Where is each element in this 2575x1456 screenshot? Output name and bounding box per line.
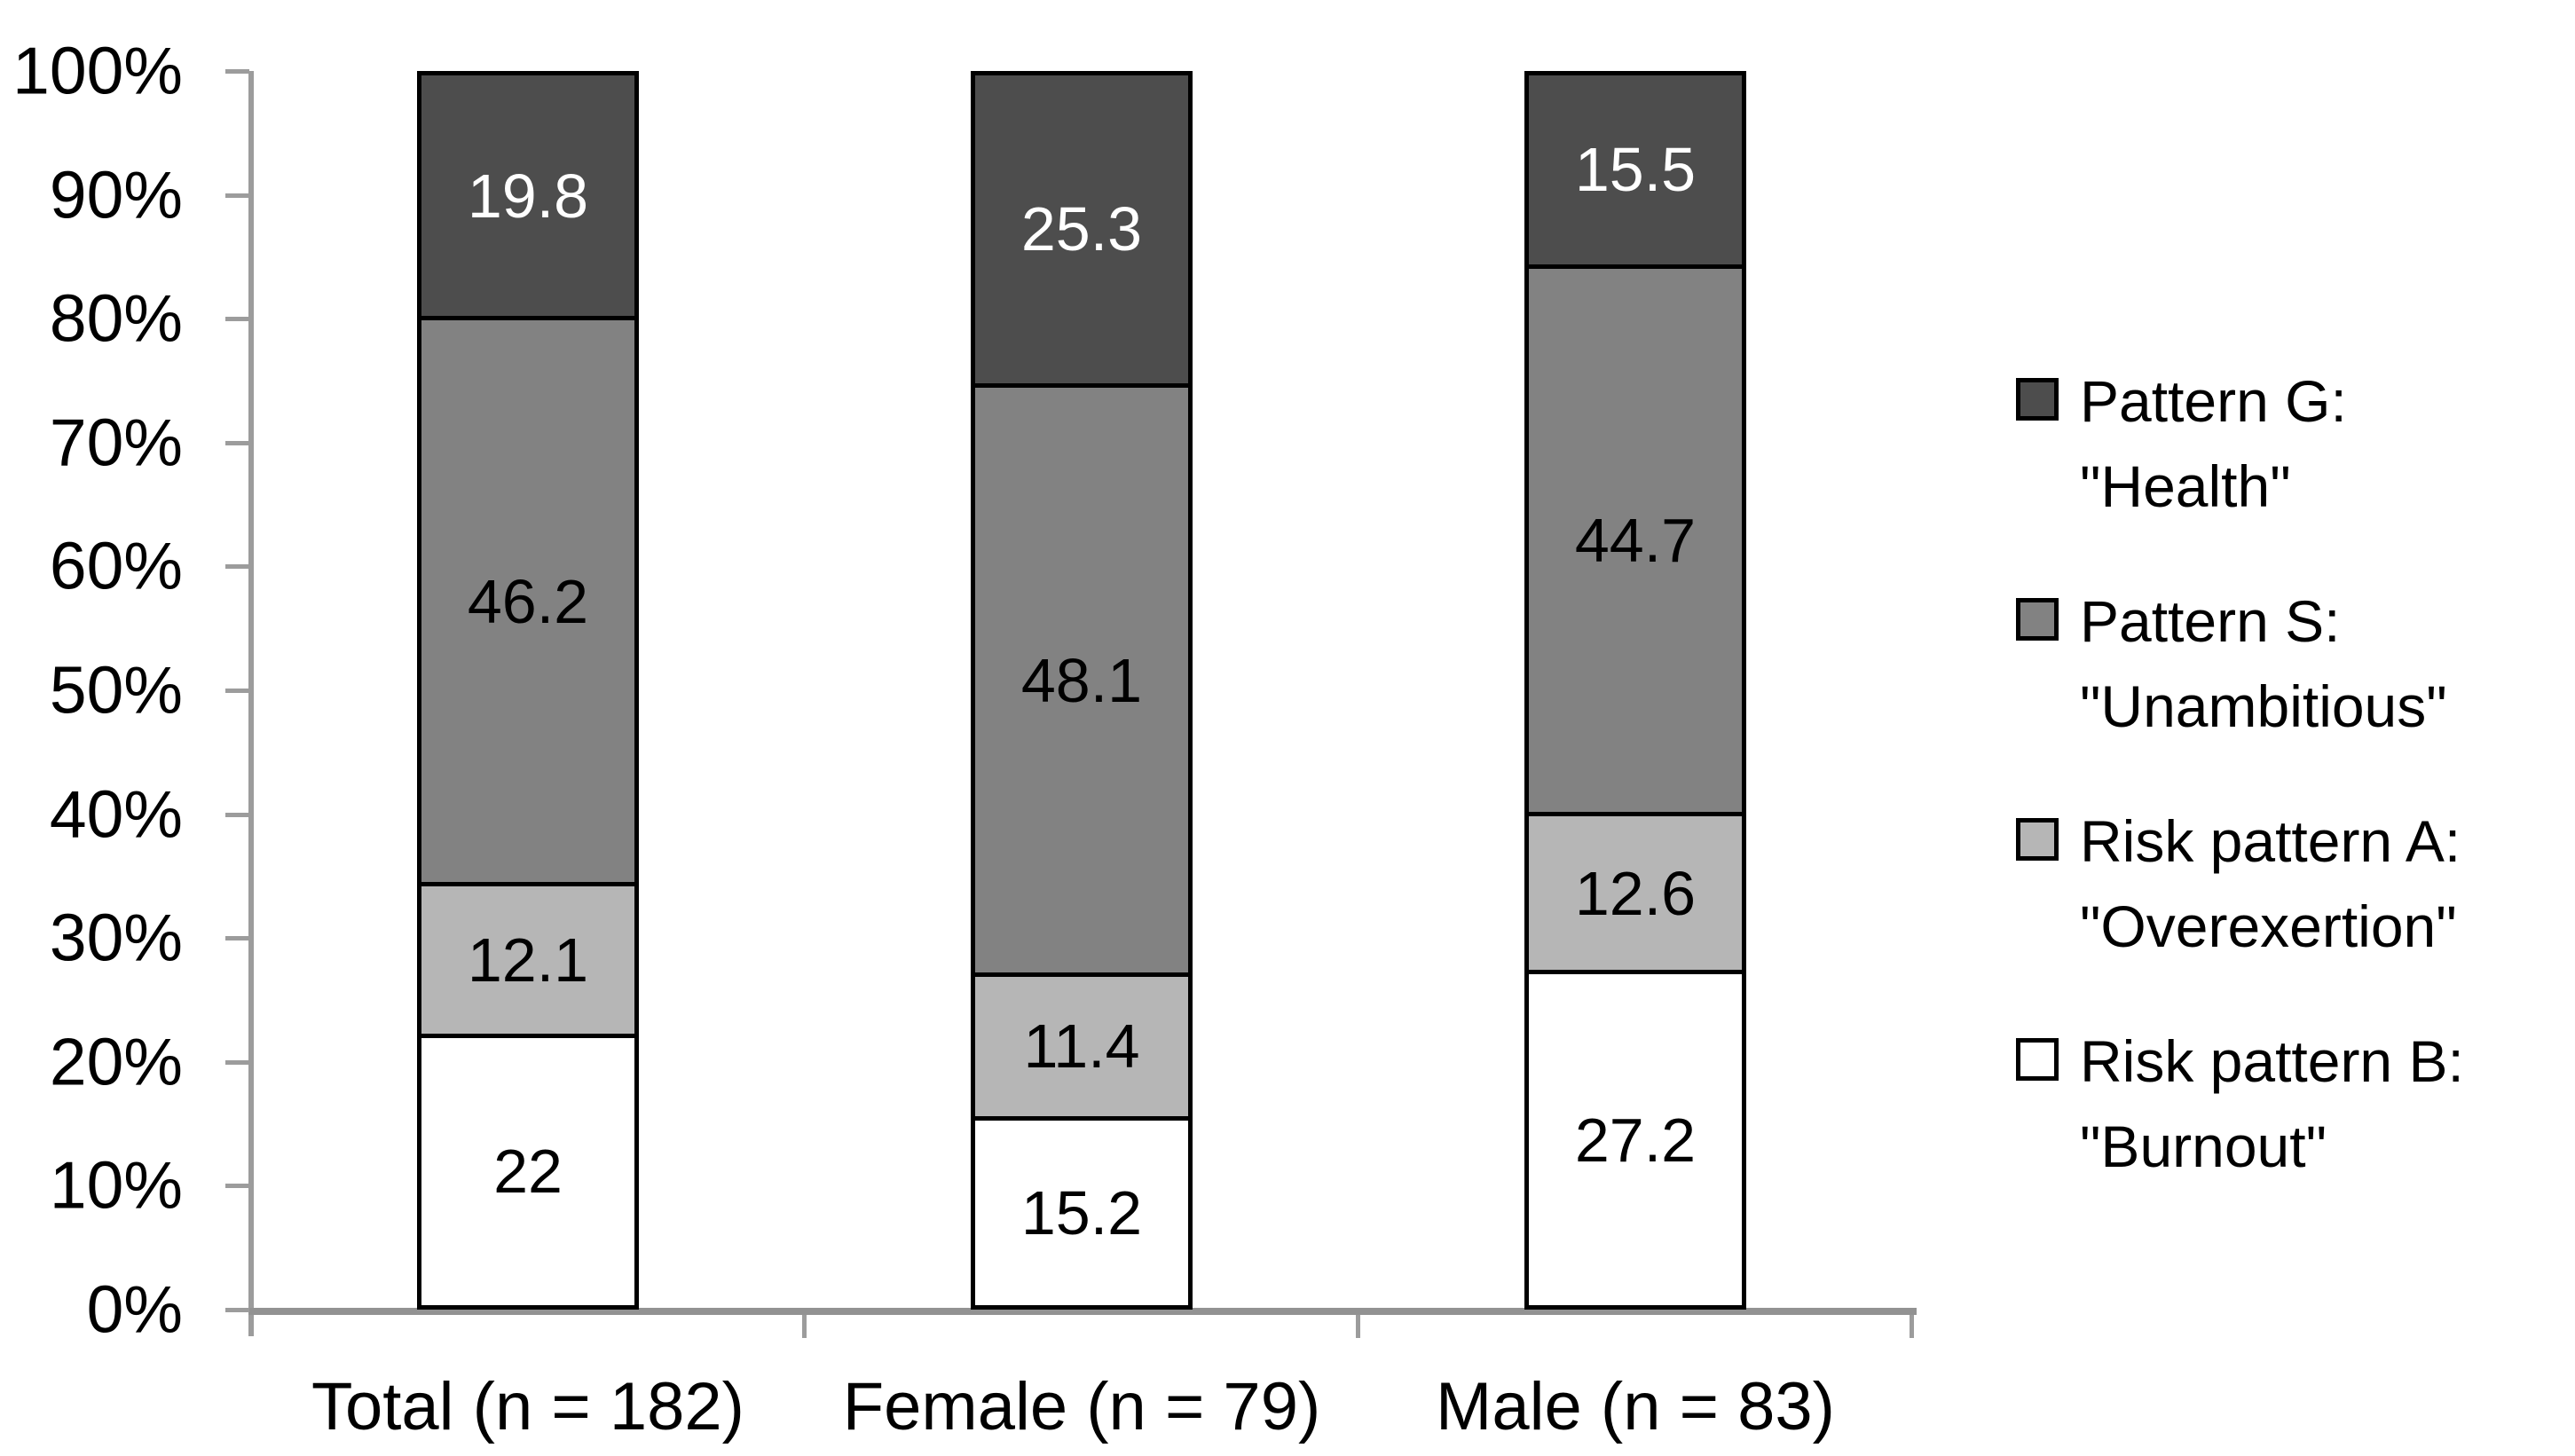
legend-swatch-pattern-s <box>2016 598 2059 641</box>
x-axis-label-female: Female (n = 79) <box>842 1369 1321 1444</box>
legend-swatch-risk-pattern-b <box>2016 1038 2059 1081</box>
y-axis-label: 0% <box>86 1271 183 1347</box>
bar-segment-health: 19.8 <box>421 75 634 317</box>
bar-segment-burnout: 22 <box>421 1033 634 1305</box>
bar-segment-burnout: 27.2 <box>1529 970 1742 1305</box>
bar-segment-health: 15.5 <box>1529 75 1742 264</box>
x-axis-label-male: Male (n = 83) <box>1436 1369 1835 1444</box>
x-axis-tick-mark <box>1910 1315 1914 1338</box>
bar-segment-health: 25.3 <box>975 75 1188 383</box>
y-axis-label: 80% <box>49 280 183 356</box>
y-axis-label: 40% <box>49 776 183 852</box>
y-axis-tick-mark <box>225 1308 249 1312</box>
legend-label-line1: Risk pattern B: <box>2080 1028 2464 1094</box>
y-axis-tick-mark <box>225 317 249 322</box>
y-axis-tick-mark <box>225 812 249 817</box>
legend-swatch-pattern-g <box>2016 378 2059 421</box>
x-axis-line <box>248 1308 1917 1315</box>
y-axis-tick-mark <box>225 193 249 198</box>
y-axis-tick-mark <box>225 936 249 941</box>
y-axis-label: 100% <box>12 33 183 108</box>
legend: Pattern G: "Health" Pattern S: "Unambiti… <box>2016 358 2464 1189</box>
legend-label-line2: "Unambitious" <box>2080 673 2447 739</box>
y-axis-label: 60% <box>49 528 183 603</box>
legend-swatch-risk-pattern-a <box>2016 818 2059 861</box>
legend-label-line2: "Overexertion" <box>2080 893 2457 959</box>
legend-label-line2: "Burnout" <box>2080 1114 2327 1179</box>
x-axis-label-total: Total (n = 182) <box>311 1369 744 1444</box>
y-axis-line <box>248 71 254 1336</box>
y-axis-label: 50% <box>49 652 183 728</box>
y-axis-label: 90% <box>49 157 183 232</box>
y-axis-tick-mark <box>225 689 249 693</box>
bar-segment-unambitious: 44.7 <box>1529 264 1742 813</box>
bar-segment-unambitious: 46.2 <box>421 316 634 882</box>
bar-female: 25.3 48.1 11.4 15.2 <box>971 71 1193 1310</box>
bar-segment-burnout: 15.2 <box>975 1115 1188 1305</box>
legend-item-pattern-g: Pattern G: "Health" <box>2016 358 2464 529</box>
x-axis-tick-mark <box>802 1315 807 1338</box>
bar-male: 15.5 44.7 12.6 27.2 <box>1524 71 1746 1310</box>
legend-item-risk-pattern-b: Risk pattern B: "Burnout" <box>2016 1019 2464 1189</box>
legend-label-line1: Risk pattern A: <box>2080 808 2461 874</box>
bar-segment-overexertion: 12.1 <box>421 881 634 1034</box>
legend-item-pattern-s: Pattern S: "Unambitious" <box>2016 578 2464 749</box>
y-axis-label: 70% <box>49 405 183 480</box>
x-axis-tick-mark <box>1356 1315 1360 1338</box>
y-axis-tick-mark <box>225 564 249 570</box>
y-axis-label: 20% <box>49 1024 183 1099</box>
bar-segment-unambitious: 48.1 <box>975 382 1188 973</box>
y-axis-label: 30% <box>49 900 183 975</box>
bar-segment-overexertion: 11.4 <box>975 972 1188 1116</box>
legend-label-line1: Pattern S: <box>2080 588 2341 654</box>
y-axis-tick-mark <box>225 1184 249 1189</box>
bar-segment-overexertion: 12.6 <box>1529 812 1742 971</box>
y-axis-tick-mark <box>225 69 249 74</box>
y-axis-label: 10% <box>49 1147 183 1223</box>
y-axis-tick-mark <box>225 440 249 445</box>
legend-label-line2: "Health" <box>2080 453 2291 519</box>
legend-label-line1: Pattern G: <box>2080 368 2347 434</box>
y-axis-tick-mark <box>225 1059 249 1065</box>
legend-item-risk-pattern-a: Risk pattern A: "Overexertion" <box>2016 799 2464 969</box>
bar-total: 19.8 46.2 12.1 22 <box>417 71 639 1310</box>
